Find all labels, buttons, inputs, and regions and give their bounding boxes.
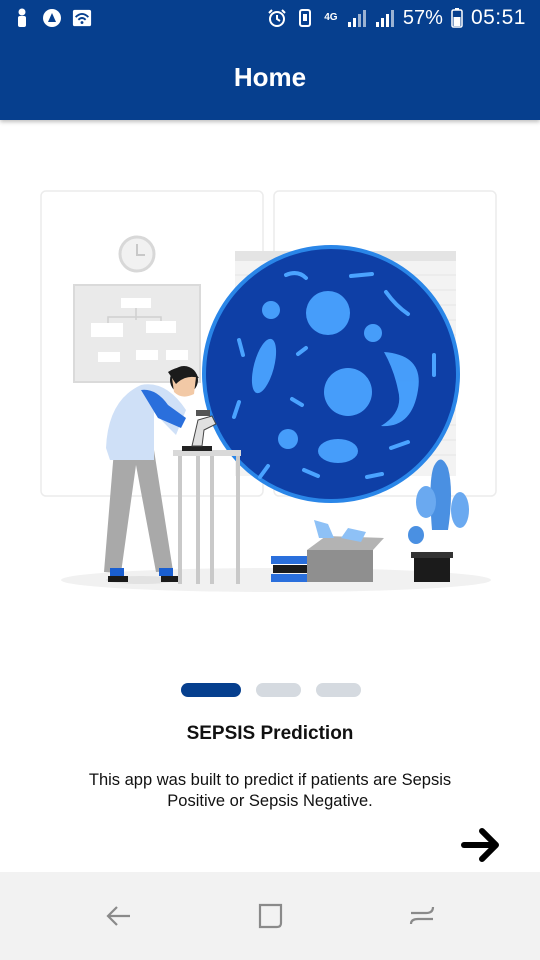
navigation-bar <box>0 872 540 960</box>
overview-icon <box>409 906 435 925</box>
page-dot-active[interactable] <box>181 683 241 697</box>
scientist-microscope-bacteria-illustration <box>36 180 506 610</box>
status-bar-right: 4G 57% 05:51 <box>267 6 526 30</box>
clock: 05:51 <box>470 6 526 29</box>
onboarding-title: SEPSIS Prediction <box>186 723 354 744</box>
home-button[interactable] <box>250 896 290 936</box>
signal-icon <box>375 8 395 28</box>
recent-apps-icon <box>258 903 283 929</box>
status-bar: 4G 57% 05:51 <box>0 0 540 38</box>
page-dot[interactable] <box>316 683 361 697</box>
alarm-icon <box>267 8 287 28</box>
page-dot[interactable] <box>256 683 301 697</box>
status-bar-left <box>12 8 92 28</box>
back-icon <box>106 906 130 926</box>
person-icon <box>12 8 32 28</box>
app-bar: 4G 57% 05:51 Home <box>0 0 540 120</box>
page-indicator <box>181 683 361 697</box>
onboarding-description: This app was built to predict if patient… <box>88 771 452 810</box>
arrow-right-icon <box>461 828 499 862</box>
android-auto-icon <box>42 8 62 28</box>
wifi-hotspot-icon <box>72 8 92 28</box>
battery-percent: 57% <box>402 6 443 29</box>
next-button[interactable] <box>460 824 502 866</box>
page-title: Home <box>233 62 307 92</box>
back-button[interactable] <box>98 896 138 936</box>
battery-icon <box>451 8 463 28</box>
overview-button[interactable] <box>402 896 442 936</box>
vibrate-icon <box>295 8 315 28</box>
signal-icon <box>347 8 367 28</box>
4g-icon: 4G <box>324 12 338 23</box>
